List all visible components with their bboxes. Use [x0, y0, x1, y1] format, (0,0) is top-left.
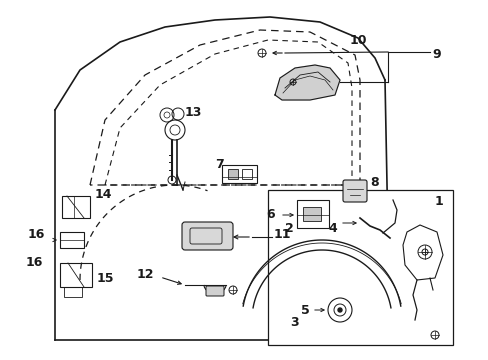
Bar [303, 207, 320, 221]
Text: 8: 8 [369, 175, 378, 189]
Text: 12: 12 [137, 269, 154, 282]
Text: 11: 11 [273, 229, 291, 242]
Text: 5: 5 [301, 303, 309, 316]
FancyBboxPatch shape [182, 222, 232, 250]
Text: 1: 1 [434, 195, 443, 208]
Circle shape [337, 308, 341, 312]
FancyBboxPatch shape [342, 180, 366, 202]
Text: 13: 13 [184, 105, 202, 118]
Text: 10: 10 [349, 33, 367, 46]
Text: 7: 7 [215, 158, 224, 171]
Bar [64, 287, 82, 297]
FancyBboxPatch shape [205, 286, 224, 296]
Bar [60, 263, 92, 287]
Polygon shape [274, 65, 339, 100]
Text: 14: 14 [95, 189, 112, 202]
Bar [227, 169, 238, 179]
Bar [62, 196, 90, 218]
Text: 9: 9 [431, 49, 440, 62]
Bar [60, 232, 84, 248]
Bar [267, 190, 452, 345]
Text: 6: 6 [266, 207, 274, 220]
Bar [222, 165, 257, 183]
Text: 4: 4 [327, 221, 336, 234]
Text: 15: 15 [97, 271, 114, 284]
Text: 2: 2 [285, 221, 293, 234]
Text: 3: 3 [289, 315, 298, 328]
Text: 16: 16 [27, 228, 45, 240]
Bar [242, 169, 251, 179]
Bar [296, 200, 328, 228]
Text: 16: 16 [25, 256, 43, 269]
